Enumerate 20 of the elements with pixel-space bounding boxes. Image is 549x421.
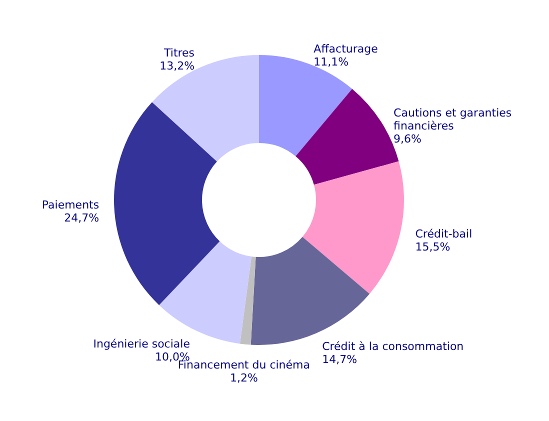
slice-label: Ingénierie sociale: [93, 337, 190, 350]
slice-label: Paiements: [42, 198, 100, 212]
donut-slice: [114, 102, 220, 306]
slice-label: Affacturage: [314, 42, 378, 56]
data-label: 11,1%: [314, 56, 349, 69]
donut-slice: [152, 55, 259, 162]
slice-label: Crédit-bail: [415, 227, 472, 240]
data-label: 24,7%: [64, 212, 100, 225]
slice-label: Titres: [163, 46, 195, 60]
data-label: 1,2%: [230, 371, 258, 384]
slice-label: Cautions et garanties financières: [394, 106, 512, 132]
donut-slice: [240, 256, 256, 345]
slice-label: Crédit à la consommation: [322, 340, 464, 354]
data-label: 13,2%: [160, 60, 195, 73]
data-label: 15,5%: [415, 240, 450, 254]
donut-slice: [302, 161, 404, 294]
data-label: 9,6%: [394, 132, 422, 146]
data-label: 14,7%: [322, 353, 358, 366]
data-label: 10,0%: [155, 350, 190, 364]
donut-slice: [259, 55, 352, 156]
